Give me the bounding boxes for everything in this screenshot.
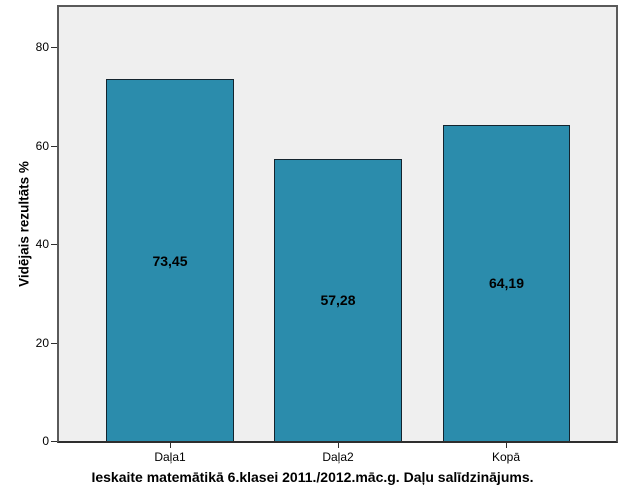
bar-value-label-dala2: 57,28 [320,292,356,309]
x-tick-mark [338,443,339,448]
y-tick-mark [51,244,57,245]
chart-title: Ieskaite matemātikā 6.klasei 2011./2012.… [91,469,534,485]
y-tick-mark [51,145,57,147]
x-tick-mark [170,443,171,448]
y-tick-mark [51,342,57,344]
x-axis-category-label-kopa: Kopā [491,450,521,464]
y-tick-label: 40 [35,237,49,251]
x-tick-mark [506,443,507,448]
x-axis-category-label-dala1: Daļa1 [154,450,186,464]
y-tick-label: 80 [35,40,49,54]
y-tick-mark [51,441,57,442]
x-axis-category-label-dala2: Daļa2 [322,450,354,464]
bar-dala1: 73,45 [106,79,234,441]
bar-value-label-dala1: 73,45 [152,252,188,269]
y-tick-label: 20 [35,335,49,350]
y-tick-label: 60 [35,138,49,153]
bar-value-label-kopa: 64,19 [488,275,525,292]
y-tick-label: 0 [42,434,49,448]
plot-area: 73,45 57,28 64,19 [57,5,618,443]
y-axis-title: Vidējais rezultāts % [16,161,32,287]
bar-dala2: 57,28 [274,158,402,441]
bar-kopa: 64,19 [443,124,570,441]
y-tick-mark [51,47,57,48]
